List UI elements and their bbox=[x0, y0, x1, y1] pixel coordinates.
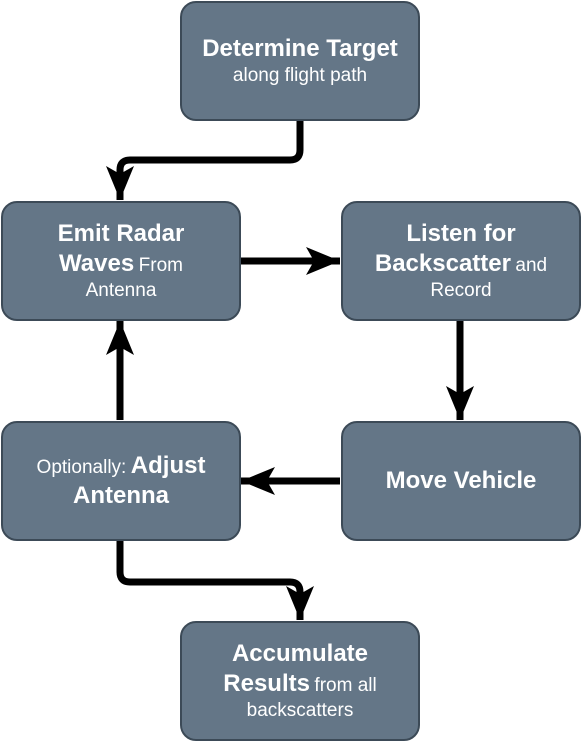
node-accumulate-results: Accumulate Results from all backscatters bbox=[180, 621, 420, 741]
node-determine-rest: along flight path bbox=[232, 65, 368, 87]
node-accumulate-bold: Accumulate Results bbox=[223, 640, 369, 698]
node-listen-rest: and Record bbox=[430, 255, 548, 302]
node-adjust-antenna: Optionally: Adjust Antenna bbox=[1, 421, 241, 541]
node-listen-backscatter: Listen for Backscatter and Record bbox=[341, 201, 581, 321]
node-move-vehicle: Move Vehicle bbox=[341, 421, 581, 541]
arrow-adjust-to-accumulate bbox=[116, 541, 314, 620]
node-adjust-bold: Adjust Antenna bbox=[73, 452, 206, 509]
node-determine-target: Determine Target along flight path bbox=[180, 1, 420, 121]
node-emit-rest: From Antenna bbox=[85, 255, 183, 302]
node-accumulate-rest: from all backscatters bbox=[246, 675, 377, 722]
node-emit-bold: Emit Radar Waves bbox=[57, 220, 185, 278]
node-move-bold: Move Vehicle bbox=[385, 467, 537, 494]
arrow-determine-to-emit bbox=[106, 121, 304, 200]
node-emit-radar: Emit Radar Waves From Antenna bbox=[1, 201, 241, 321]
node-listen-bold: Listen for Backscatter bbox=[374, 220, 516, 278]
node-determine-bold: Determine Target bbox=[202, 35, 398, 63]
node-adjust-pre: Optionally: bbox=[36, 457, 127, 478]
